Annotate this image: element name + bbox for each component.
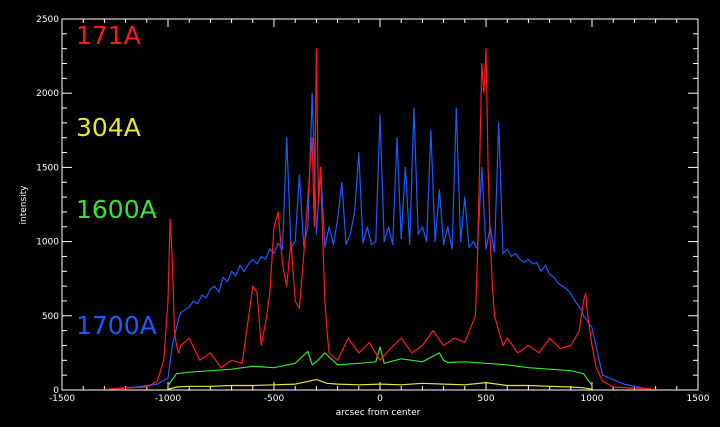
y-tick-label: 1000 xyxy=(36,238,59,248)
x-axis-label: arcsec from center xyxy=(336,408,421,418)
y-tick-label: 1500 xyxy=(36,163,59,173)
x-tick-label: -500 xyxy=(264,394,285,404)
x-tick-label: 1000 xyxy=(581,394,604,404)
plot-frame xyxy=(61,18,699,391)
y-tick-label: 500 xyxy=(42,312,59,322)
series-line-1700a xyxy=(114,92,646,390)
y-tick-label: 2000 xyxy=(36,89,59,99)
series-line-171a xyxy=(104,48,656,390)
legend-entry-1700a: 1700A xyxy=(76,311,157,340)
x-tick-label: 500 xyxy=(477,394,494,404)
tick-labels: -1500 -1000 -500 0 500 1000 1500 0 500 1000 1500 20… xyxy=(36,15,710,404)
y-tick-label: 0 xyxy=(53,386,59,396)
x-tick-label: -1500 xyxy=(49,394,75,404)
axes xyxy=(61,18,699,391)
legend-entry-171a: 171A xyxy=(76,21,141,50)
y-axis-label: intensity xyxy=(19,185,29,225)
x-tick-label: -1000 xyxy=(155,394,181,404)
x-tick-label: 0 xyxy=(377,394,383,404)
legend-entry-1600a: 1600A xyxy=(76,195,157,224)
series-line-1600a xyxy=(167,346,593,386)
legend: 1700A 1600A 304A 171A xyxy=(76,21,157,340)
x-tick-label: 1500 xyxy=(687,394,710,404)
series-line-304a xyxy=(167,379,593,390)
legend-entry-304a: 304A xyxy=(76,113,141,142)
series-layer xyxy=(104,48,656,390)
y-tick-label: 2500 xyxy=(36,15,59,25)
